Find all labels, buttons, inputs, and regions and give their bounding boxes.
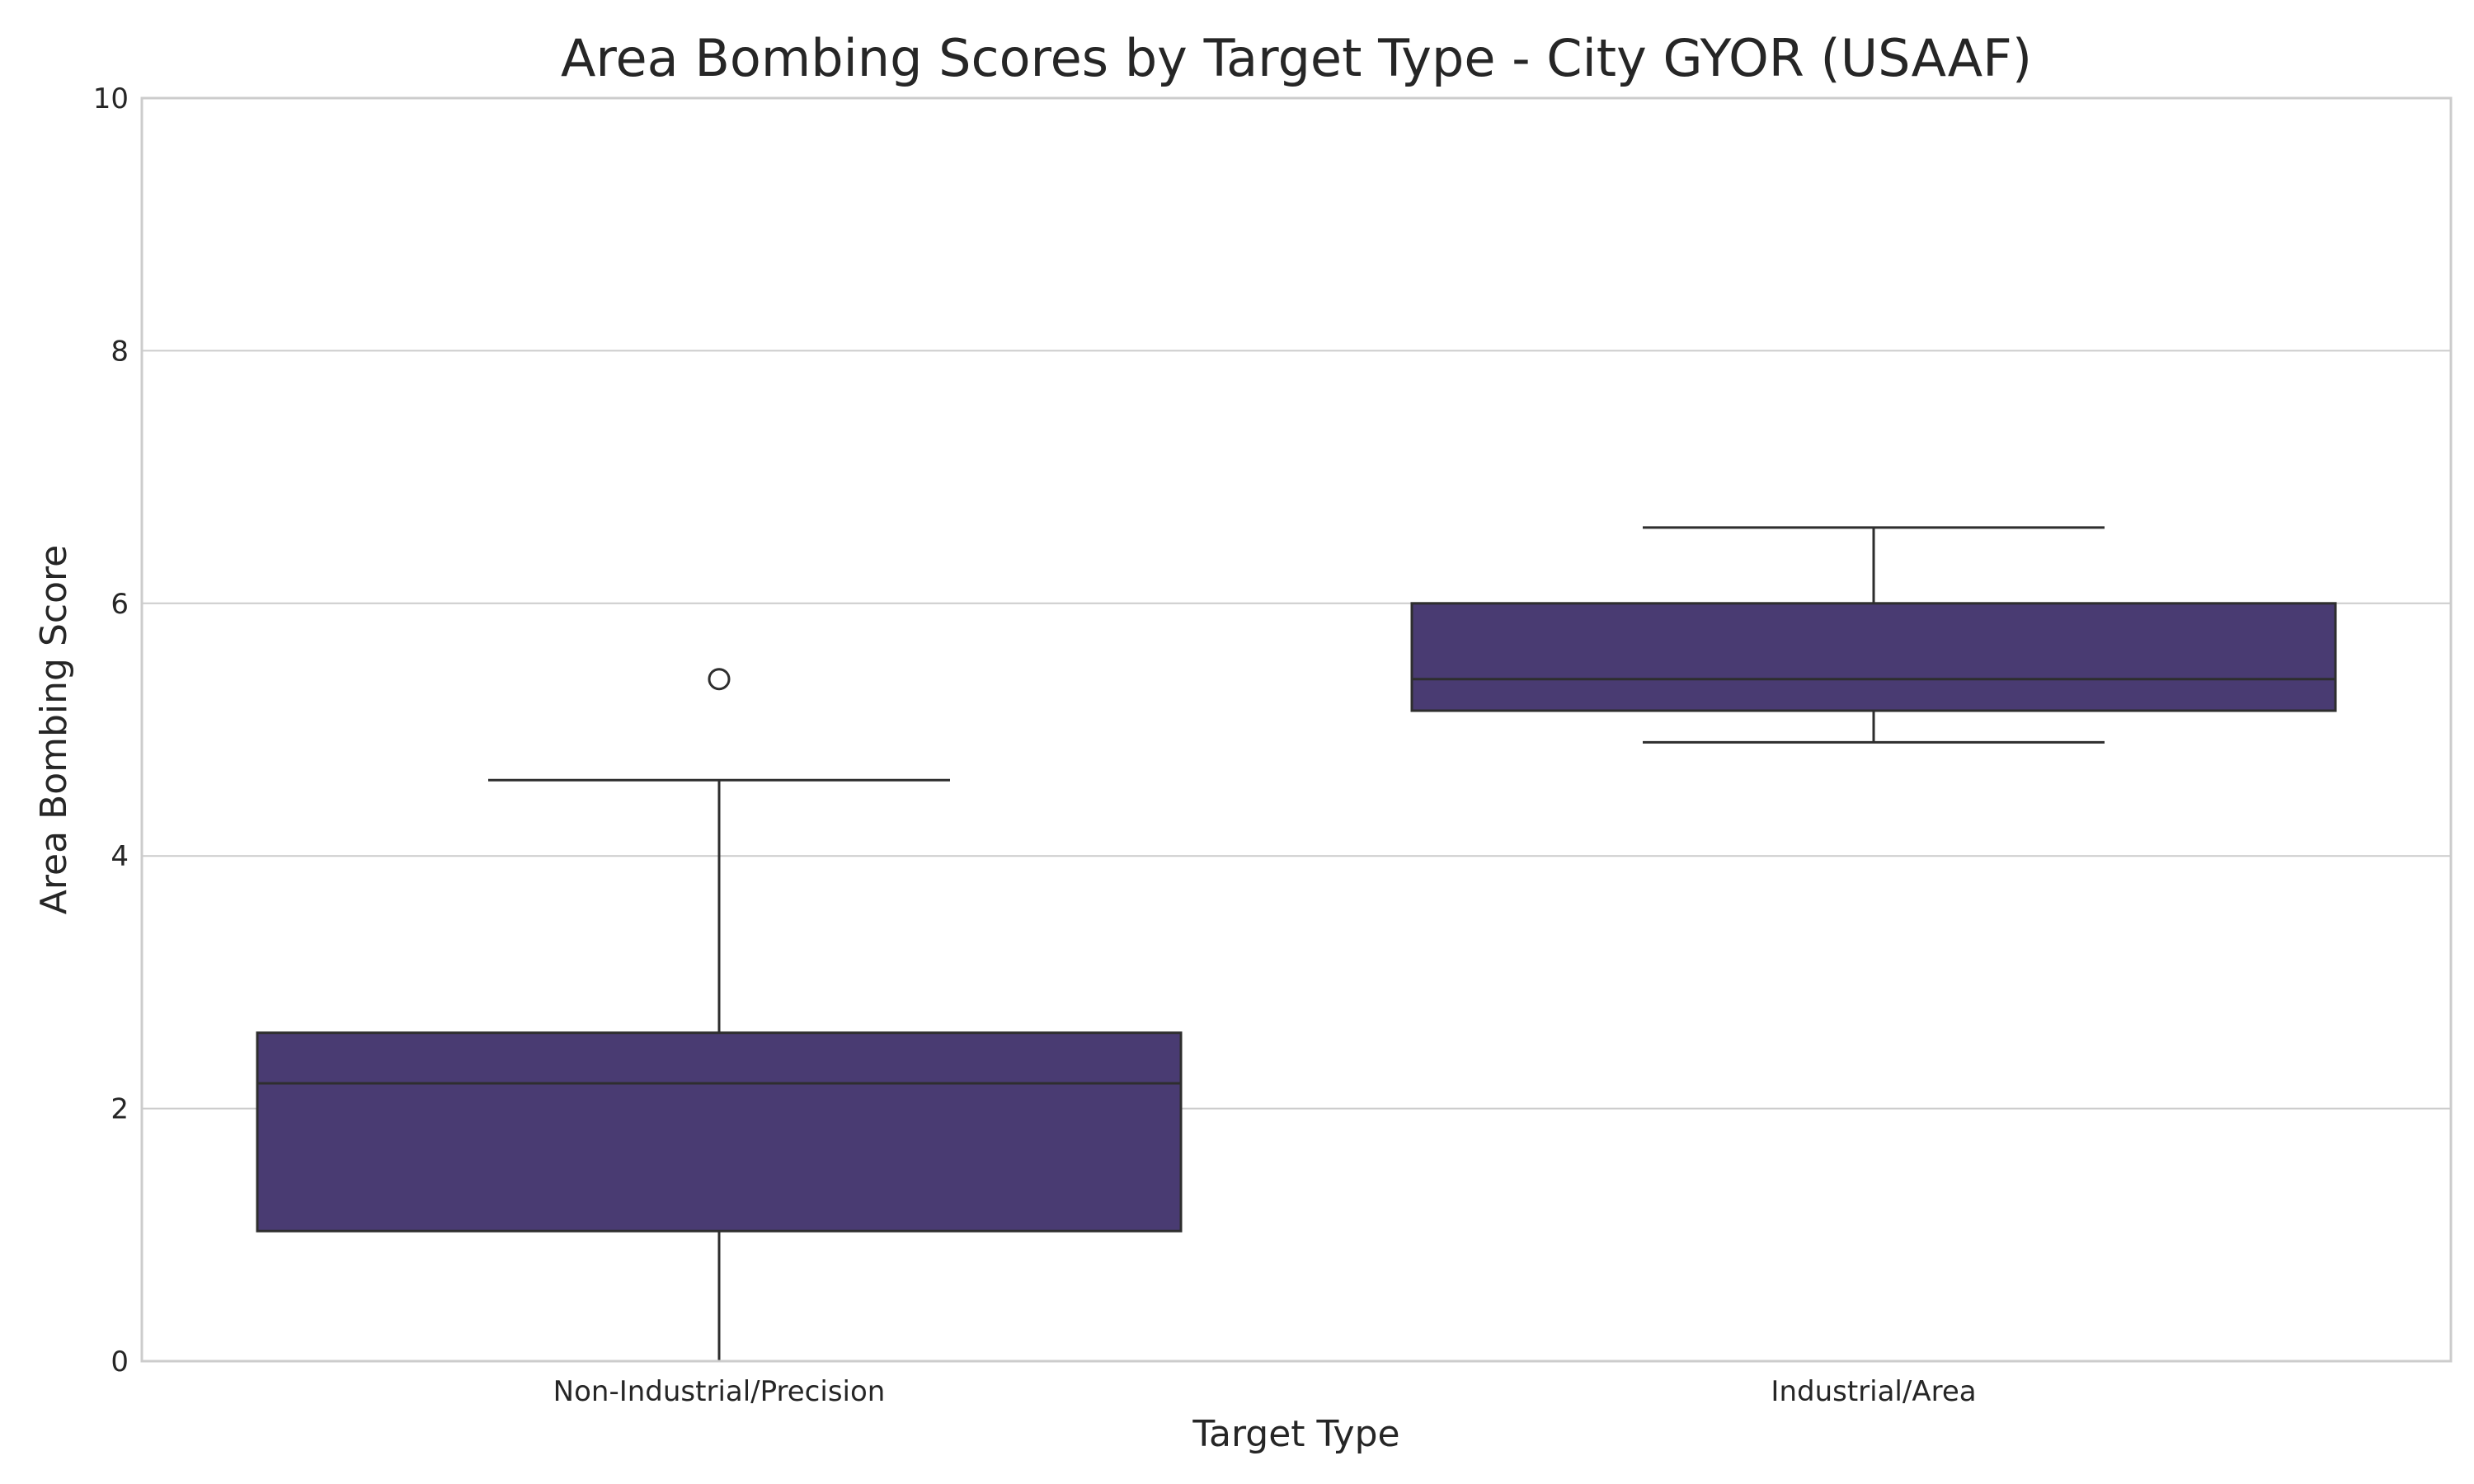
iqr-box <box>256 1031 1183 1233</box>
iqr-box <box>1410 602 2337 712</box>
chart-title: Area Bombing Scores by Target Type - Cit… <box>561 28 2032 88</box>
x-tick-label: Non-Industrial/Precision <box>553 1375 886 1408</box>
plot-frame <box>140 96 2453 1363</box>
y-tick-label: 4 <box>111 840 129 873</box>
outlier-point <box>708 668 731 691</box>
box-series <box>256 526 2337 1363</box>
y-tick-label: 2 <box>111 1093 129 1126</box>
y-tick-label: 10 <box>93 82 129 115</box>
y-tick-label: 8 <box>111 335 129 368</box>
axes: 0 2 4 6 8 10 Non-Industrial/Precision Industria… <box>93 82 2453 1408</box>
x-tick-label: Industrial/Area <box>1771 1375 1976 1408</box>
y-tick-label: 6 <box>111 588 129 621</box>
y-tick-label: 0 <box>111 1345 129 1378</box>
y-axis-label: Area Bombing Score <box>33 545 75 914</box>
x-axis-label: Target Type <box>1192 1413 1399 1455</box>
